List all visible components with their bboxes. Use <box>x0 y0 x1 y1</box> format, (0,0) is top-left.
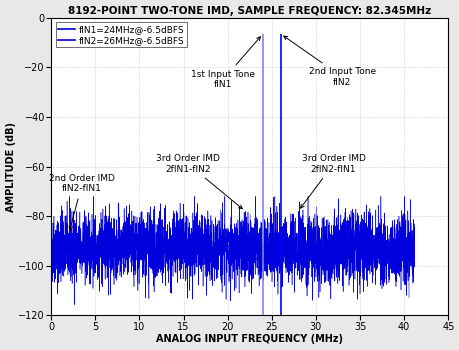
Text: 3rd Order IMD
2fIN1-fIN2: 3rd Order IMD 2fIN1-fIN2 <box>156 154 242 209</box>
Text: 3rd Order IMD
2fIN2-fIN1: 3rd Order IMD 2fIN2-fIN1 <box>300 154 365 208</box>
Text: 2nd Order IMD
fIN2-fIN1: 2nd Order IMD fIN2-fIN1 <box>49 174 115 230</box>
Text: 2nd Input Tone
fIN2: 2nd Input Tone fIN2 <box>283 36 375 87</box>
X-axis label: ANALOG INPUT FREQUENCY (MHz): ANALOG INPUT FREQUENCY (MHz) <box>156 335 342 344</box>
Text: 1st Input Tone
fIN1: 1st Input Tone fIN1 <box>191 37 260 89</box>
Title: 8192-POINT TWO-TONE IMD, SAMPLE FREQUENCY: 82.345MHz: 8192-POINT TWO-TONE IMD, SAMPLE FREQUENC… <box>68 6 431 15</box>
Legend: fIN1=24MHz@-6.5dBFS, fIN2=26MHz@-6.5dBFS: fIN1=24MHz@-6.5dBFS, fIN2=26MHz@-6.5dBFS <box>56 22 186 48</box>
Y-axis label: AMPLITUDE (dB): AMPLITUDE (dB) <box>6 121 16 211</box>
